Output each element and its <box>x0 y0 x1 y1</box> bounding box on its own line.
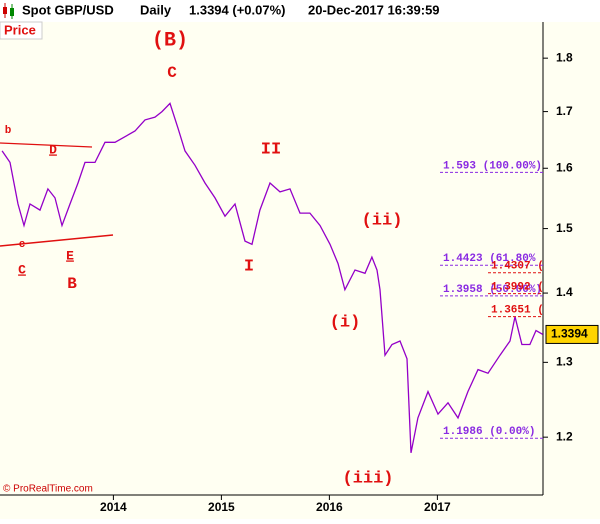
wave-label: D <box>49 142 57 157</box>
wave-label: E <box>66 248 74 263</box>
price-line <box>1 102 543 454</box>
level-label: 1.1986 (0.00%) <box>443 426 535 438</box>
level-label: 1.3958 (50.00%) <box>443 284 542 296</box>
y-tick-label: 1.6 <box>556 160 573 174</box>
y-tick-label: 1.7 <box>556 104 573 118</box>
timestamp: 20-Dec-2017 16:39:59 <box>308 2 440 17</box>
wave-label: I <box>244 257 254 276</box>
title: Spot GBP/USD <box>22 2 114 17</box>
x-tick-label: 2016 <box>316 500 343 514</box>
wave-label: II <box>261 140 281 159</box>
y-tick-label: 1.8 <box>556 50 573 64</box>
y-tick-label: 1.3 <box>556 355 573 369</box>
x-tick-label: 2015 <box>208 500 235 514</box>
panel-label: Price <box>4 22 36 37</box>
plot-area <box>0 22 543 495</box>
trend-line <box>0 142 93 148</box>
trend-line <box>0 234 114 247</box>
x-axis-area <box>0 495 543 519</box>
change: 1.3394 (+0.07%) <box>189 2 285 17</box>
wave-label: (i) <box>330 313 361 332</box>
y-tick-label: 1.2 <box>556 429 573 443</box>
wave-label: B <box>67 275 77 293</box>
y-tick-label: 1.4 <box>556 285 573 299</box>
credit: © ProRealTime.com <box>3 484 93 495</box>
y-axis-area <box>543 22 600 519</box>
candle-icon <box>3 3 14 19</box>
level-label: 1.3992 ( <box>491 282 544 294</box>
level-label: 1.4307 ( <box>491 261 544 273</box>
x-tick-label: 2014 <box>100 500 127 514</box>
level-label: 1.4423 (61.80% <box>443 253 536 265</box>
wave-label: c <box>19 239 26 251</box>
wave-label: (iii) <box>342 469 393 488</box>
interval: Daily <box>140 2 172 17</box>
wave-label: C <box>167 64 177 82</box>
wave-label: b <box>5 125 12 137</box>
x-tick-label: 2017 <box>424 500 451 514</box>
level-label: 1.593 (100.00%) <box>443 160 542 172</box>
last-price-label: 1.3394 <box>551 327 588 341</box>
wave-label: (ii) <box>362 211 403 230</box>
level-label: 1.3651 ( <box>491 305 544 317</box>
wave-label: C <box>18 262 26 277</box>
panel-label-box <box>0 21 43 40</box>
y-tick-label: 1.5 <box>556 221 573 235</box>
plot: 1.593 (100.00%) 1.4423 (61.80%1.4307 ( 1.3… <box>1 102 544 454</box>
last-price-tag <box>545 324 599 344</box>
wave-label: (B) <box>152 29 188 52</box>
